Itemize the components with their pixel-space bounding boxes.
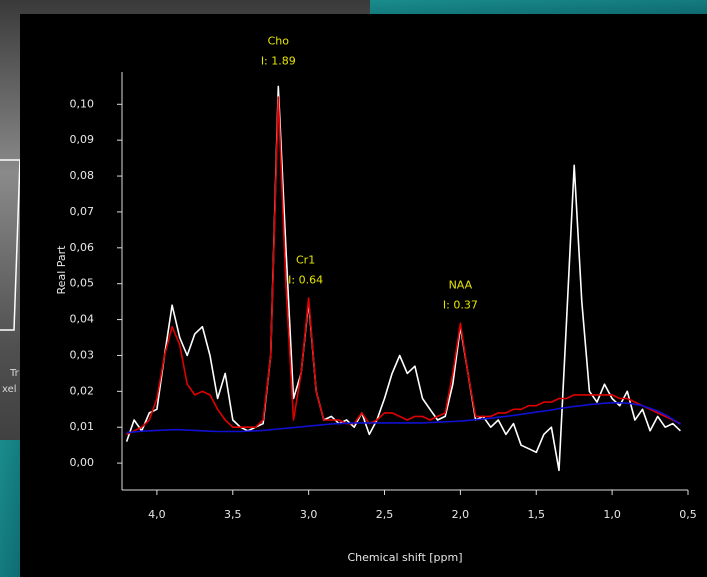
background-text: Tr (9, 368, 20, 379)
plot: Real Part Chemical shift [ppm] 0,00 0,01 0… (55, 35, 697, 564)
y-tick-label: 0,02 (70, 384, 95, 397)
x-tick-label: 2,0 (452, 508, 470, 521)
spectrum-line (125, 85, 681, 472)
x-tick-label: 1,0 (603, 508, 621, 521)
peak-label: NAA (449, 279, 473, 292)
roi-outline (0, 159, 21, 331)
x-axis-label: Chemical shift [ppm] (347, 551, 462, 564)
x-tick-label: 1,5 (528, 508, 546, 521)
y-tick-label: 0,05 (70, 277, 95, 290)
y-tick-label: 0,03 (70, 348, 95, 361)
peak-label: Cr1 (296, 253, 315, 266)
y-tick-label: 0,07 (70, 205, 95, 218)
y-tick-label: 0,06 (70, 241, 95, 254)
x-tick-label: 3,5 (224, 508, 242, 521)
y-tick-label: 0,04 (70, 313, 95, 326)
peak-label: Cho (268, 35, 290, 48)
spectrum-panel (20, 14, 707, 577)
x-tick-label: 3,0 (300, 508, 318, 521)
peak-integral: I: 0.64 (288, 273, 323, 286)
y-tick-label: 0,10 (70, 97, 95, 110)
spectrum-line (126, 402, 681, 434)
spectrum-line (126, 96, 681, 436)
y-tick-label: 0,08 (70, 169, 95, 182)
background-text: xel (2, 384, 17, 395)
y-axis-label: Real Part (55, 245, 68, 295)
peak-integral: I: 0.37 (443, 299, 478, 312)
teal-panel (370, 0, 707, 14)
y-tick-label: 0,09 (70, 133, 95, 146)
y-tick-label: 0,00 (70, 456, 95, 469)
y-tick-label: 0,01 (70, 420, 95, 433)
x-tick-label: 0,5 (679, 508, 697, 521)
teal-panel (0, 440, 22, 577)
peak-integral: I: 1.89 (261, 55, 296, 68)
x-tick-label: 2,5 (376, 508, 394, 521)
x-tick-label: 4,0 (148, 508, 166, 521)
